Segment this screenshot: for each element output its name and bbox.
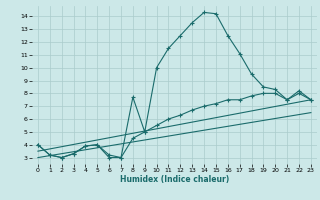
- X-axis label: Humidex (Indice chaleur): Humidex (Indice chaleur): [120, 175, 229, 184]
